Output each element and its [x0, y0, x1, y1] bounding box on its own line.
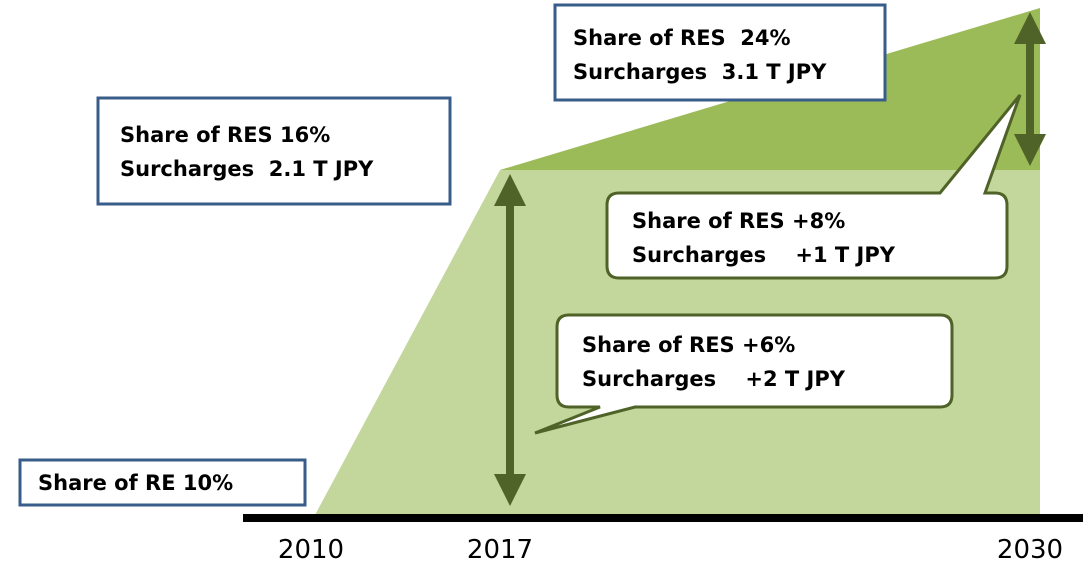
box	[553, 3, 887, 102]
box-text: Surcharges 2.1 T JPY	[120, 157, 374, 181]
box	[18, 458, 307, 507]
box-text: Share of RES 16%	[120, 123, 330, 147]
box	[96, 96, 452, 206]
callout-text: Share of RES +8%	[632, 209, 845, 233]
box-text: Share of RE 10%	[38, 471, 233, 495]
callout-text: Share of RES +6%	[582, 333, 795, 357]
box-text: Surcharges 3.1 T JPY	[573, 60, 827, 84]
callout	[605, 94, 1022, 280]
year-label: 2010	[278, 535, 344, 563]
callout	[534, 313, 954, 435]
year-label: 2017	[467, 535, 533, 563]
year-label: 2030	[997, 535, 1063, 563]
callout-text: Surcharges +1 T JPY	[632, 243, 896, 267]
box-text: Share of RES 24%	[573, 26, 791, 50]
callout-text: Surcharges +2 T JPY	[582, 367, 846, 391]
